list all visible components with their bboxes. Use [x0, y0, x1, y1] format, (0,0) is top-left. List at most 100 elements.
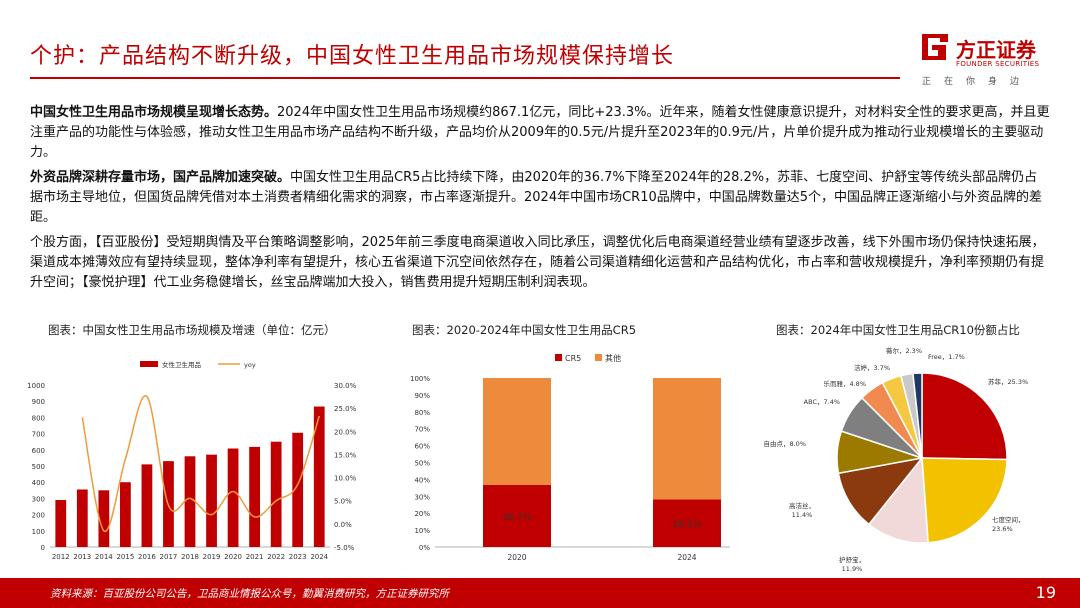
y-tick-label: 700: [32, 431, 45, 439]
chart-title-market-size: 图表：中国女性卫生用品市场规模及增速（单位：亿元）: [48, 323, 336, 337]
bar: [227, 448, 239, 547]
slice-label: 高洁丝， 11.4%: [789, 501, 815, 519]
y2-tick-label: 30.0%: [334, 382, 357, 390]
paragraph-stocks: 个股方面，【百亚股份】受短期舆情及平台策略调整影响，2025年前三季度电商渠道收…: [30, 233, 1050, 293]
x-tick-label: 2014: [95, 553, 113, 561]
pie-slice: [912, 372, 923, 459]
bar: [98, 490, 110, 547]
logo-english: FOUNDER SECURITIES: [956, 60, 1040, 68]
paragraph-lead: 外资品牌深耕存量市场，国产品牌加速突破。: [30, 170, 291, 185]
x-tick-label: 2022: [267, 553, 285, 561]
data-label: 28.2%: [673, 520, 702, 530]
y2-tick-label: 0.0%: [334, 521, 352, 529]
footer-source: 资料来源：百亚股份公司公告，卫品商业情报公众号，勤翼消费研究，方正证券研究所: [50, 588, 449, 600]
bar: [76, 489, 88, 547]
y-tick-label: 100: [32, 528, 45, 536]
x-tick-label: 2021: [246, 553, 264, 561]
logo-slogan: 正在你身边: [922, 77, 1033, 87]
paragraph-body: 个股方面，【百亚股份】受短期舆情及平台策略调整影响，2025年前三季度电商渠道收…: [30, 235, 1045, 290]
y-tick-label: 10%: [414, 527, 430, 535]
slice-label: 薇尔，2.3%: [886, 346, 922, 355]
y-tick-label: 300: [32, 495, 45, 503]
slice-label: 护舒宝， 11.9%: [839, 555, 865, 573]
bar: [120, 482, 131, 547]
logo-mark-icon: [922, 34, 948, 60]
x-tick-label: 2023: [289, 553, 307, 561]
y2-tick-label: 20.0%: [334, 428, 357, 436]
x-tick-label: 2024: [677, 553, 696, 562]
y-tick-label: 200: [32, 512, 45, 520]
x-tick-label: 2015: [116, 553, 134, 561]
paragraph-body: 2024年中国女性卫生用品市场规模约867.1亿元，同比+23.3%。近年来，随…: [30, 105, 1050, 160]
y-tick-label: 500: [32, 463, 45, 471]
legend-label-other: 其他: [605, 353, 621, 363]
y-tick-label: 30%: [414, 493, 430, 501]
paragraph-market-size: 中国女性卫生用品市场规模呈现增长态势。2024年中国女性卫生用品市场规模约867…: [30, 103, 1050, 163]
bar: [313, 406, 325, 547]
y2-tick-label: -5.0%: [334, 544, 355, 552]
bar-cr5: [483, 484, 551, 547]
y-tick-label: 20%: [414, 510, 430, 518]
legend-swatch-other: [595, 354, 602, 361]
y-tick-label: 100%: [410, 375, 430, 383]
y2-tick-label: 10.0%: [334, 475, 357, 483]
pie-slice: [921, 372, 1008, 461]
x-tick-label: 2018: [181, 553, 199, 561]
x-tick-label: 2024: [310, 553, 328, 561]
company-logo: 方正证券 FOUNDER SECURITIES 正在你身边: [918, 30, 1068, 90]
market-size-chart: 女性卫生用品 yoy 0 100 200 300 400 500 600 700 800 900 100…: [27, 360, 357, 561]
bar: [141, 464, 153, 547]
bar: [249, 446, 260, 547]
y-tick-label: 900: [32, 398, 45, 406]
y-tick-label: 60%: [414, 443, 430, 451]
y-tick-label: 400: [32, 479, 45, 487]
bar-other: [653, 378, 721, 500]
x-tick-label: 2012: [52, 553, 70, 561]
slice-label: 自由点，8.0%: [763, 439, 806, 448]
slice-label: 苏菲，25.3%: [988, 377, 1028, 386]
pie-slice: [867, 456, 929, 544]
legend-swatch-cr5: [555, 354, 562, 361]
y-tick-label: 0: [41, 544, 45, 552]
legend-swatch-bar: [140, 361, 158, 367]
legend-label-cr5: CR5: [565, 354, 581, 363]
footer-bar: 资料来源：百亚股份公司公告，卫品商业情报公众号，勤翼消费研究，方正证券研究所 1…: [0, 578, 1080, 608]
x-tick-label: 2016: [138, 553, 156, 561]
x-tick-label: 2017: [160, 553, 178, 561]
y-tick-label: 40%: [414, 476, 430, 484]
paragraph-brands: 外资品牌深耕存量市场，国产品牌加速突破。中国女性卫生用品CR5占比持续下降，由2…: [30, 168, 1050, 228]
y2-tick-label: 25.0%: [334, 405, 357, 413]
yoy-line: [81, 395, 320, 532]
slice-label: Free，1.7%: [928, 353, 965, 361]
y2-tick-label: 15.0%: [334, 451, 357, 459]
y-tick-label: 800: [32, 414, 45, 422]
chart-title-cr5: 图表：2020-2024年中国女性卫生用品CR5: [412, 323, 637, 337]
x-tick-label: 2013: [73, 553, 91, 561]
y-tick-label: 0%: [419, 544, 430, 552]
slice-label: 七度空间， 23.6%: [992, 515, 1025, 533]
cr10-pie-chart: 苏菲，25.3% 七度空间， 23.6% 护舒宝， 11.9% 高洁丝， 11.4% 自由点，…: [763, 346, 1028, 573]
bar: [270, 441, 282, 547]
cr5-chart: CR5 其他 0% 10% 20% 30% 40% 50% 60% 70% 80% 90% 100% 36…: [410, 353, 730, 562]
title-divider: [30, 77, 900, 79]
chart-title-cr10: 图表：2024年中国女性卫生用品CR10份额占比: [776, 323, 1020, 337]
y-tick-label: 70%: [414, 426, 430, 434]
data-label: 36.7%: [503, 513, 532, 523]
bar-cr5: [653, 499, 721, 547]
bar: [206, 454, 217, 547]
legend-label-line: yoy: [244, 361, 256, 369]
bar-other: [483, 378, 551, 485]
slice-label: 乐而雅，4.8%: [823, 379, 866, 388]
x-tick-label: 2020: [224, 553, 242, 561]
paragraph-body: 中国女性卫生用品CR5占比持续下降，由2020年的36.7%下降至2024年的2…: [30, 170, 1043, 225]
pie-slice: [921, 457, 1008, 544]
bar: [184, 456, 196, 547]
y-tick-label: 50%: [414, 460, 430, 468]
slice-label: 洁婷，3.7%: [854, 363, 890, 372]
bar: [55, 500, 67, 547]
page-title: 个护：产品结构不断升级，中国女性卫生用品市场规模保持增长: [30, 44, 675, 69]
x-tick-label: 2019: [203, 553, 221, 561]
y-tick-label: 90%: [414, 392, 430, 400]
y-tick-label: 1000: [27, 382, 45, 390]
y-tick-label: 600: [32, 447, 45, 455]
